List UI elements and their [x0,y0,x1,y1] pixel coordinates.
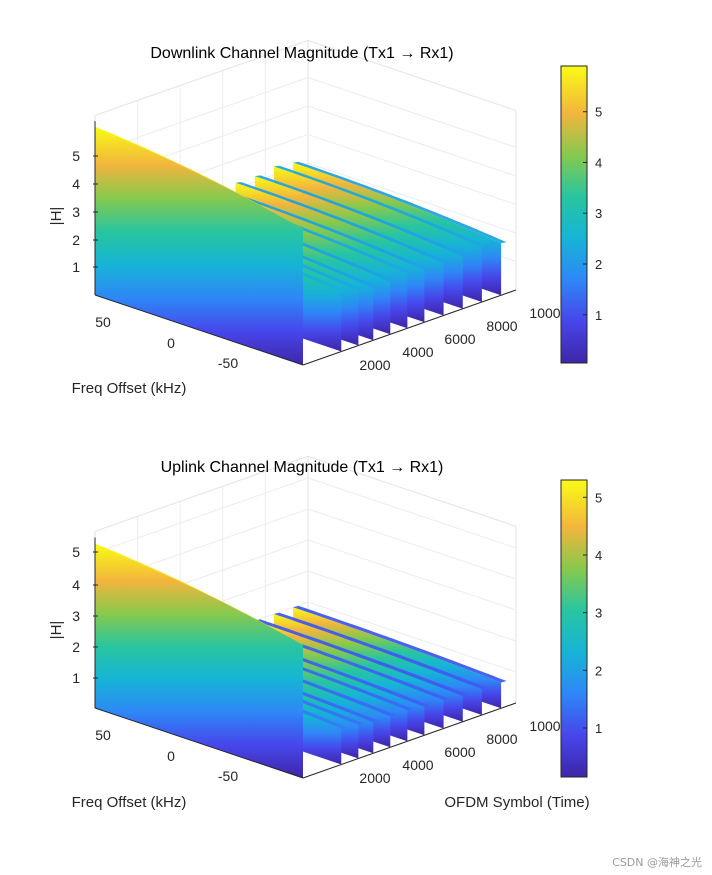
time-tick-label-2: 6000 [444,744,475,760]
freq-tick-label-1: 0 [167,335,175,351]
colorbar-gradient [560,65,588,364]
colorbar-gradient [560,479,588,778]
z-tick-label-4: 5 [72,544,80,560]
colorbar: 1 2 3 4 5 [560,479,602,778]
axes: 1 2 3 4 5 50 0 -50 2000 4000 6000 8000 1000 [72,121,561,373]
freq-axis-line [94,707,304,779]
watermark: CSDN @海神之光 [612,855,702,869]
grid-z-line-4 [94,76,517,153]
z-tick-label-2: 3 [72,204,80,220]
colorbar-tick-label-1: 2 [595,257,602,272]
chart-title: Downlink Channel Magnitude (Tx1 → Rx1) [150,45,453,62]
surface-ridge-top-1 [273,165,488,248]
freq-tick-label-2: -50 [218,355,238,371]
colorbar-tick-label-2: 3 [595,206,602,221]
time-tick-label-4: 1000 [529,718,560,734]
z-tick-label-0: 1 [72,259,80,275]
freq-axis-line [94,294,304,366]
time-tick-label-3: 8000 [486,318,517,334]
colorbar-tick-label-2: 3 [595,606,602,621]
z-tick-label-3: 4 [72,577,80,593]
surface-ridge-top-0 [293,605,507,683]
colorbar-tick-label-3: 4 [595,155,602,170]
surface-ridge-top-3 [235,182,450,264]
surface-ridge-top-4 [216,188,430,271]
surface-plot [95,543,507,778]
surface-plot [95,126,507,365]
time-tick-label-1: 4000 [402,757,433,773]
freq-tick-label-0: 50 [95,314,111,330]
surface-ridge-10 [95,126,303,365]
time-tick-label-4: 1000 [529,305,560,321]
time-axis-line [302,702,517,779]
surface-ridge-top-7 [165,206,379,289]
y-axis-label: Freq Offset (kHz) [72,380,187,397]
surface-ridge-top-6 [182,200,396,283]
freq-tick-label-2: -50 [218,768,238,784]
time-tick-label-2: 6000 [444,331,475,347]
uplink-chart: 1 2 3 4 5 50 0 -50 2000 4000 6000 8000 1000 Uplink C… [48,455,602,811]
surface-ridge-top-1 [273,612,488,690]
surface-ridge-top-2 [254,619,469,696]
colorbar-tick-label-0: 1 [595,721,602,736]
surface-ridge-top-0 [293,161,507,244]
colorbar-tick-label-1: 2 [595,663,602,678]
axes: 1 2 3 4 5 50 0 -50 2000 4000 6000 8000 1000 [72,537,561,786]
surface-ridge-10 [95,543,303,778]
y-axis-label: Freq Offset (kHz) [72,794,187,811]
colorbar-tick-label-0: 1 [595,308,602,323]
z-axis-label: |H| [48,621,65,640]
grid-z-line-3 [94,105,517,182]
time-tick-label-0: 2000 [359,357,390,373]
x-axis-label: OFDM Symbol (Time) [444,794,589,811]
colorbar-tick-label-4: 5 [595,105,602,120]
time-axis-line [302,289,517,366]
z-tick-label-3: 4 [72,176,80,192]
grid-top-edge [94,455,517,532]
surface-ridge-top-2 [254,175,469,257]
time-tick-label-1: 4000 [402,344,433,360]
grid-z-line-4 [94,477,517,554]
z-tick-label-2: 3 [72,608,80,624]
surface-ridge-top-9 [133,209,347,293]
surface-ridge-top-8 [150,209,364,291]
z-axis-label: |H| [48,207,65,226]
freq-tick-label-1: 0 [167,748,175,764]
colorbar-tick-label-4: 5 [595,490,602,505]
grid-z-line-3 [94,508,517,585]
time-tick-label-3: 8000 [486,731,517,747]
z-tick-label-0: 1 [72,670,80,686]
freq-tick-label-0: 50 [95,727,111,743]
z-tick-label-4: 5 [72,148,80,164]
z-tick-label-1: 2 [72,232,80,248]
chart-title: Uplink Channel Magnitude (Tx1 → Rx1) [161,459,444,476]
downlink-chart: 1 2 3 4 5 50 0 -50 2000 4000 6000 8000 1000 Downlink… [48,39,602,397]
grid-top-edge [94,39,517,116]
time-tick-label-0: 2000 [359,770,390,786]
z-tick-label-1: 2 [72,639,80,655]
surface-ridge-top-5 [199,192,413,274]
colorbar-tick-label-3: 4 [595,548,602,563]
colorbar: 1 2 3 4 5 [560,65,602,364]
